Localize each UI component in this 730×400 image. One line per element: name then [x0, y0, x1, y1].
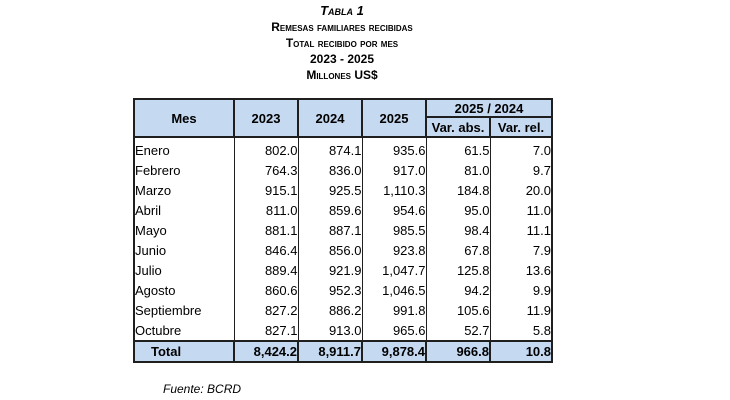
value-2023: 846.4 [233, 240, 299, 260]
total-2024: 8,911.7 [297, 340, 363, 363]
table-units: Millones US$ [306, 68, 378, 82]
var-abs-cell: 95.0 [425, 200, 491, 220]
month-cell: Junio [133, 240, 235, 260]
value-2023: 802.0 [233, 137, 299, 160]
table-body: Enero 802.0 874.1 935.6 61.5 7.0 Febrero 764.3 8… [133, 137, 553, 341]
table-period: 2023 - 2025 [309, 52, 375, 66]
total-2023: 8,424.2 [233, 340, 299, 363]
var-abs-cell: 98.4 [425, 220, 491, 240]
total-2025: 9,878.4 [361, 340, 427, 363]
table-title: Remesas familiares recibidas [271, 20, 413, 34]
value-2023: 811.0 [233, 200, 299, 220]
value-2024: 874.1 [297, 137, 363, 160]
value-2025: 954.6 [361, 200, 427, 220]
header-2024: 2024 [297, 98, 363, 138]
month-cell: Marzo [133, 180, 235, 200]
month-cell: Agosto [133, 280, 235, 300]
value-2025: 965.6 [361, 320, 427, 341]
table-row: Marzo 915.1 925.5 1,110.3 184.8 20.0 [133, 180, 553, 200]
var-rel-cell: 11.9 [489, 300, 553, 320]
value-2023: 860.6 [233, 280, 299, 300]
var-rel-cell: 5.8 [489, 320, 553, 341]
total-row: Total 8,424.2 8,911.7 9,878.4 966.8 10.8 [133, 340, 553, 363]
var-abs-cell: 81.0 [425, 160, 491, 180]
var-abs-cell: 52.7 [425, 320, 491, 341]
value-2025: 917.0 [361, 160, 427, 180]
var-rel-cell: 9.9 [489, 280, 553, 300]
value-2025: 991.8 [361, 300, 427, 320]
table-title-block: Tabla 1 Remesas familiares recibidas Tot… [0, 3, 684, 83]
value-2024: 856.0 [297, 240, 363, 260]
value-2024: 913.0 [297, 320, 363, 341]
value-2024: 836.0 [297, 160, 363, 180]
total-label: Total [133, 340, 235, 363]
table-subtitle: Total recibido por mes [285, 36, 399, 50]
var-rel-cell: 13.6 [489, 260, 553, 280]
table-row: Febrero 764.3 836.0 917.0 81.0 9.7 [133, 160, 553, 180]
source-note: Fuente: BCRD [163, 382, 242, 396]
header-2023: 2023 [233, 98, 299, 138]
value-2024: 925.5 [297, 180, 363, 200]
month-cell: Febrero [133, 160, 235, 180]
month-cell: Abril [133, 200, 235, 220]
month-cell: Julio [133, 260, 235, 280]
table-row: Junio 846.4 856.0 923.8 67.8 7.9 [133, 240, 553, 260]
value-2023: 827.2 [233, 300, 299, 320]
value-2025: 1,046.5 [361, 280, 427, 300]
var-rel-cell: 7.9 [489, 240, 553, 260]
var-abs-cell: 61.5 [425, 137, 491, 160]
table-row: Julio 889.4 921.9 1,047.7 125.8 13.6 [133, 260, 553, 280]
var-rel-cell: 11.0 [489, 200, 553, 220]
value-2025: 985.5 [361, 220, 427, 240]
month-cell: Octubre [133, 320, 235, 341]
header-mes: Mes [133, 98, 235, 138]
value-2023: 764.3 [233, 160, 299, 180]
table-row: Enero 802.0 874.1 935.6 61.5 7.0 [133, 137, 553, 160]
total-var-rel: 10.8 [489, 340, 553, 363]
value-2025: 1,047.7 [361, 260, 427, 280]
value-2023: 915.1 [233, 180, 299, 200]
month-cell: Mayo [133, 220, 235, 240]
value-2025: 935.6 [361, 137, 427, 160]
var-rel-cell: 11.1 [489, 220, 553, 240]
table-row: Agosto 860.6 952.3 1,046.5 94.2 9.9 [133, 280, 553, 300]
table-row: Octubre 827.1 913.0 965.6 52.7 5.8 [133, 320, 553, 341]
remittances-table: Mes 2023 2024 2025 2025 / 2024 Var. abs.… [133, 98, 553, 363]
var-rel-cell: 7.0 [489, 137, 553, 160]
var-abs-cell: 67.8 [425, 240, 491, 260]
table-row: Abril 811.0 859.6 954.6 95.0 11.0 [133, 200, 553, 220]
month-cell: Septiembre [133, 300, 235, 320]
value-2024: 859.6 [297, 200, 363, 220]
value-2025: 1,110.3 [361, 180, 427, 200]
header-2025: 2025 [361, 98, 427, 138]
var-rel-cell: 9.7 [489, 160, 553, 180]
value-2023: 881.1 [233, 220, 299, 240]
table-row: Septiembre 827.2 886.2 991.8 105.6 11.9 [133, 300, 553, 320]
table-number: Tabla 1 [320, 3, 364, 18]
var-rel-cell: 20.0 [489, 180, 553, 200]
header-var-rel: Var. rel. [489, 116, 553, 138]
var-abs-cell: 94.2 [425, 280, 491, 300]
value-2024: 921.9 [297, 260, 363, 280]
value-2024: 886.2 [297, 300, 363, 320]
value-2025: 923.8 [361, 240, 427, 260]
value-2023: 827.1 [233, 320, 299, 341]
header-var-abs: Var. abs. [425, 116, 491, 138]
var-abs-cell: 125.8 [425, 260, 491, 280]
value-2024: 952.3 [297, 280, 363, 300]
header-variation-group: 2025 / 2024 [425, 98, 553, 118]
value-2024: 887.1 [297, 220, 363, 240]
value-2023: 889.4 [233, 260, 299, 280]
total-var-abs: 966.8 [425, 340, 491, 363]
month-cell: Enero [133, 137, 235, 160]
table-row: Mayo 881.1 887.1 985.5 98.4 11.1 [133, 220, 553, 240]
var-abs-cell: 184.8 [425, 180, 491, 200]
var-abs-cell: 105.6 [425, 300, 491, 320]
